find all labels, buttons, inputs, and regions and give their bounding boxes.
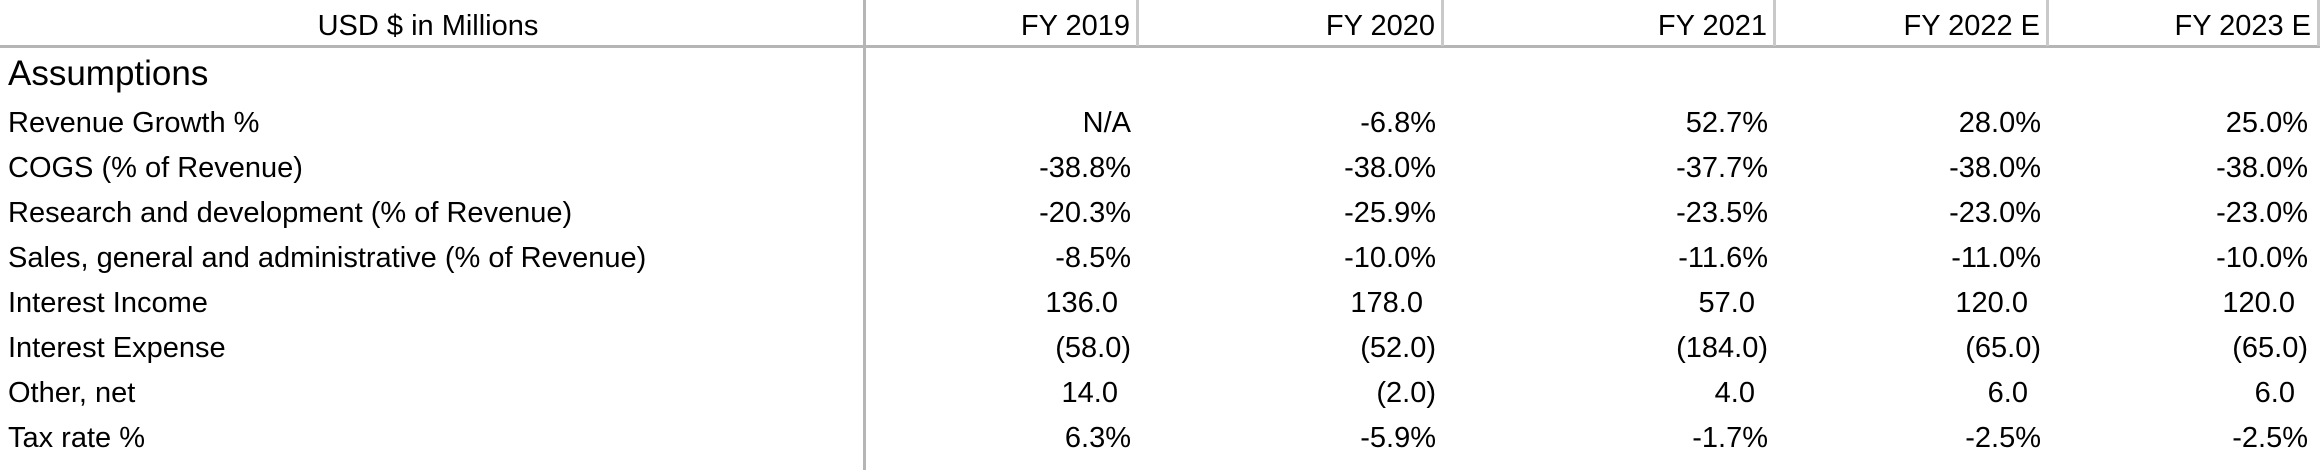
cell-value: -25.9%: [1344, 197, 1436, 229]
column-header-fy2021: FY 2021: [1657, 10, 1767, 42]
table-row: Research and development (% of Revenue) …: [0, 191, 2320, 235]
cell-value: -11.6%: [1678, 242, 1768, 274]
column-divider: [2317, 0, 2320, 46]
table-row: Revenue Growth % N/A -6.8% 52.7% 28.0% 2…: [0, 101, 2320, 145]
cell-value: 120.0: [1955, 287, 2028, 319]
table-row: Sales, general and administrative (% of …: [0, 236, 2320, 280]
section-title: Assumptions: [8, 54, 209, 93]
row-label: Research and development (% of Revenue): [8, 197, 573, 229]
column-divider: [2046, 0, 2049, 46]
cell-value: -38.0%: [1344, 152, 1436, 184]
cell-value: 6.0: [2254, 377, 2295, 409]
row-label: Interest Expense: [8, 332, 226, 364]
table-row: Other, net 14.0 (2.0) 4.0 6.0 6.0: [0, 371, 2320, 415]
cell-value: 136.0: [1045, 287, 1118, 319]
cell-value: -23.5%: [1676, 197, 1768, 229]
column-header-fy2019: FY 2019: [1020, 10, 1130, 42]
cell-value: N/A: [1082, 107, 1131, 139]
cell-value: (52.0): [1360, 332, 1436, 364]
column-header-fy2020: FY 2020: [1325, 10, 1435, 42]
cell-value: -38.0%: [2216, 152, 2308, 184]
cell-value: 120.0: [2222, 287, 2295, 319]
cell-value: -10.0%: [2216, 242, 2308, 274]
cell-value: 6.0: [1987, 377, 2028, 409]
row-label: COGS (% of Revenue): [8, 152, 303, 184]
table-row: COGS (% of Revenue) -38.8% -38.0% -37.7%…: [0, 146, 2320, 190]
cell-value: -23.0%: [1949, 197, 2041, 229]
cell-value: -6.8%: [1360, 107, 1436, 139]
table-row: Interest Income 136.0 178.0 57.0 120.0 1…: [0, 281, 2320, 325]
cell-value: (58.0): [1055, 332, 1131, 364]
column-divider: [1441, 0, 1444, 46]
column-divider: [1136, 0, 1139, 46]
table-row: Tax rate % 6.3% -5.9% -1.7% -2.5% -2.5%: [0, 416, 2320, 460]
cell-value: (2.0): [1376, 377, 1436, 409]
cell-value: -5.9%: [1360, 422, 1436, 454]
cell-value: -8.5%: [1055, 242, 1131, 274]
row-label: Tax rate %: [8, 422, 145, 454]
row-label: Other, net: [8, 377, 136, 409]
row-label: Sales, general and administrative (% of …: [8, 242, 647, 274]
row-label: Revenue Growth %: [8, 107, 260, 139]
cell-value: 178.0: [1350, 287, 1423, 319]
column-divider: [1773, 0, 1776, 46]
label-column-divider: [863, 0, 866, 470]
cell-value: -38.0%: [1949, 152, 2041, 184]
cell-value: -10.0%: [1344, 242, 1436, 274]
cell-value: (184.0): [1676, 332, 1768, 364]
cell-value: (65.0): [1965, 332, 2041, 364]
cell-value: -1.7%: [1692, 422, 1768, 454]
cell-value: -37.7%: [1676, 152, 1768, 184]
cell-value: -11.0%: [1951, 242, 2041, 274]
cell-value: 6.3%: [1064, 422, 1131, 454]
row-label: Interest Income: [8, 287, 208, 319]
cell-value: 57.0: [1698, 287, 1755, 319]
cell-value: 28.0%: [1958, 107, 2041, 139]
cell-value: -23.0%: [2216, 197, 2308, 229]
cell-value: -2.5%: [2232, 422, 2308, 454]
header-row: USD $ in Millions FY 2019 FY 2020 FY 202…: [0, 0, 2320, 48]
cell-value: 14.0: [1061, 377, 1118, 409]
cell-value: (65.0): [2232, 332, 2308, 364]
cell-value: -2.5%: [1965, 422, 2041, 454]
cell-value: 52.7%: [1685, 107, 1768, 139]
cell-value: -20.3%: [1039, 197, 1131, 229]
table-row: Interest Expense (58.0) (52.0) (184.0) (…: [0, 326, 2320, 370]
cell-value: 25.0%: [2225, 107, 2308, 139]
units-label: USD $ in Millions: [317, 10, 539, 42]
column-header-fy2022e: FY 2022 E: [1903, 10, 2040, 42]
cell-value: -38.8%: [1039, 152, 1131, 184]
column-header-fy2023e: FY 2023 E: [2174, 10, 2311, 42]
cell-value: 4.0: [1714, 377, 1755, 409]
